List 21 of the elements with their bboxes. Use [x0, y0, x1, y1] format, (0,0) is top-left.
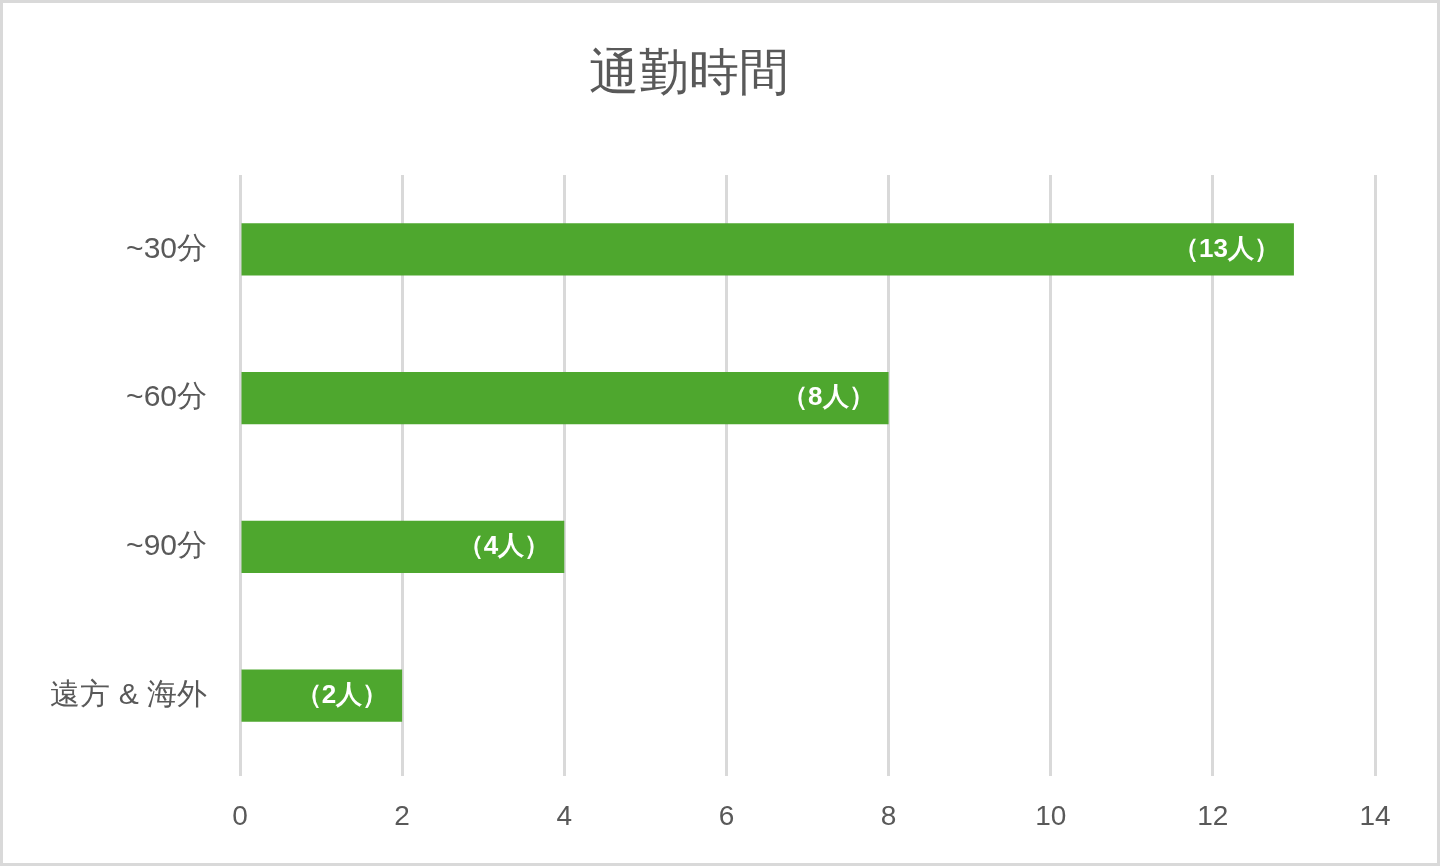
data-label: （4人） — [457, 530, 551, 561]
y-tick-label: ~90分 — [126, 528, 207, 562]
data-label: （13人） — [1173, 232, 1280, 263]
bar — [241, 520, 565, 573]
data-label: （2人） — [295, 678, 389, 709]
x-tick-label: 0 — [232, 799, 248, 831]
y-tick-label: ~30分 — [126, 230, 207, 264]
x-tick-label: 10 — [1035, 799, 1067, 831]
x-tick-label: 6 — [718, 799, 735, 831]
y-tick-label: ~60分 — [126, 379, 207, 413]
x-tick-label: 8 — [880, 799, 897, 831]
chart-title: 通勤時間 — [589, 43, 789, 100]
y-tick-label: 遠方 & 海外 — [50, 676, 207, 710]
bar — [241, 223, 1294, 276]
bar — [241, 669, 403, 722]
x-tick-label: 4 — [556, 799, 573, 831]
x-tick-label: 12 — [1197, 799, 1229, 831]
data-label: （8人） — [782, 381, 875, 412]
bar — [241, 372, 889, 425]
x-tick-label: 2 — [394, 799, 410, 831]
x-tick-label: 14 — [1359, 799, 1391, 831]
